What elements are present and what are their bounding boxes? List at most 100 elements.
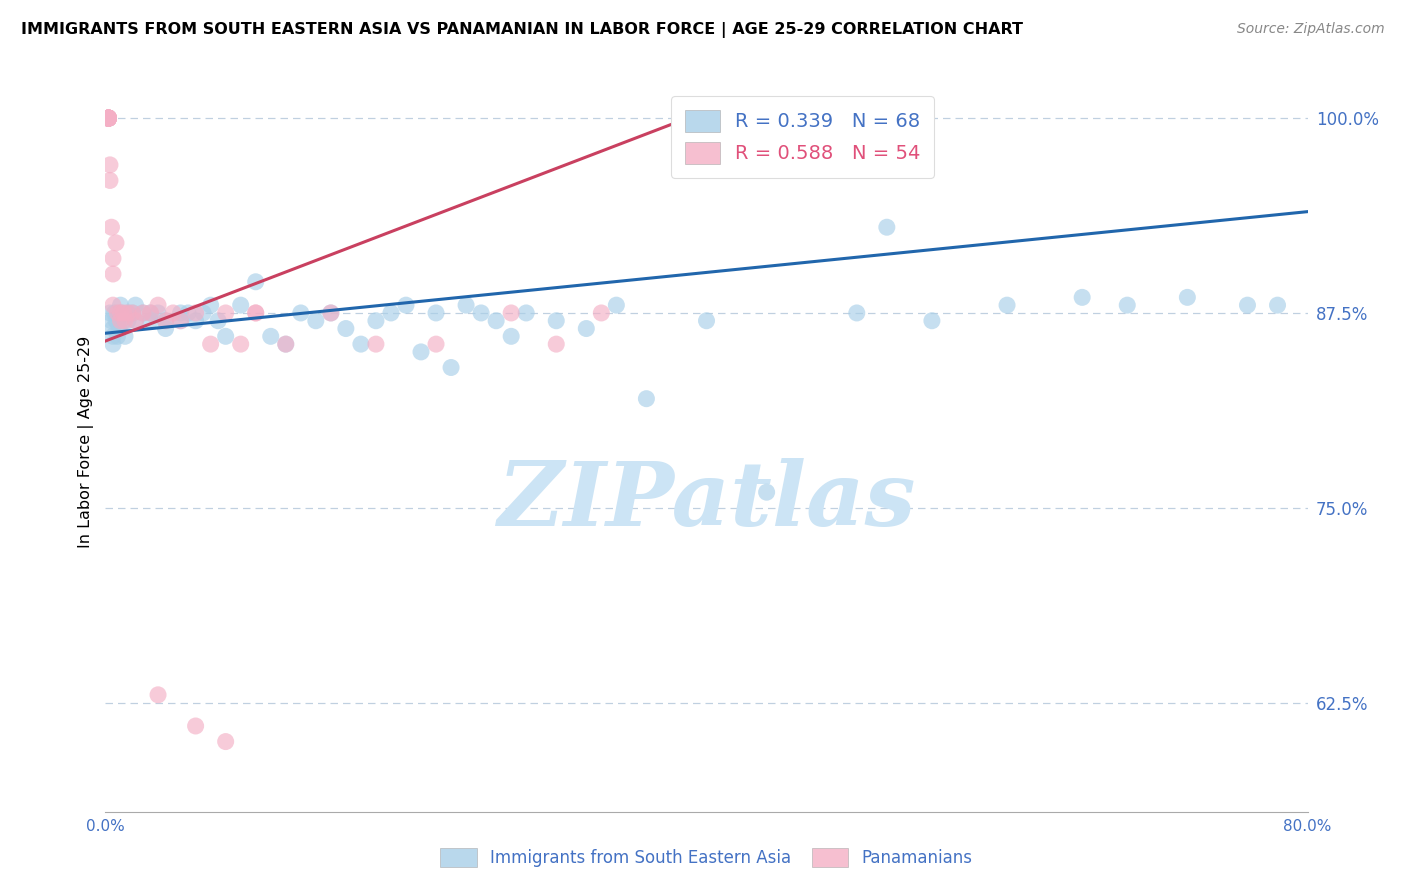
- Point: [169, 314, 191, 328]
- Point: [155, 314, 177, 328]
- Point: [97, 111, 120, 125]
- Point: [229, 298, 252, 312]
- Point: [605, 298, 627, 312]
- Point: [155, 314, 177, 328]
- Point: [110, 306, 132, 320]
- Point: [97, 111, 120, 125]
- Point: [97, 111, 120, 125]
- Point: [319, 306, 342, 320]
- Point: [207, 314, 229, 328]
- Point: [575, 321, 598, 335]
- Point: [184, 719, 207, 733]
- Point: [97, 111, 120, 125]
- Y-axis label: In Labor Force | Age 25-29: In Labor Force | Age 25-29: [79, 335, 94, 548]
- Point: [107, 306, 129, 320]
- Point: [1236, 298, 1258, 312]
- Point: [921, 314, 943, 328]
- Point: [162, 306, 184, 320]
- Point: [103, 306, 125, 320]
- Point: [290, 306, 312, 320]
- Point: [636, 392, 658, 406]
- Point: [117, 306, 139, 320]
- Point: [101, 337, 124, 351]
- Point: [214, 734, 236, 748]
- Point: [117, 314, 139, 328]
- Point: [124, 314, 146, 328]
- Point: [108, 321, 131, 335]
- Point: [184, 314, 207, 328]
- Point: [97, 111, 120, 125]
- Point: [696, 314, 718, 328]
- Point: [364, 337, 387, 351]
- Point: [177, 306, 200, 320]
- Point: [845, 306, 868, 320]
- Point: [350, 337, 373, 351]
- Point: [101, 267, 124, 281]
- Point: [245, 306, 267, 320]
- Point: [485, 314, 508, 328]
- Point: [501, 306, 523, 320]
- Point: [107, 314, 129, 328]
- Point: [155, 321, 177, 335]
- Point: [97, 111, 120, 125]
- Point: [409, 345, 432, 359]
- Point: [546, 314, 568, 328]
- Point: [454, 298, 477, 312]
- Point: [124, 298, 146, 312]
- Point: [274, 337, 297, 351]
- Point: [112, 314, 135, 328]
- Point: [110, 298, 132, 312]
- Point: [98, 306, 121, 320]
- Point: [146, 306, 169, 320]
- Point: [200, 298, 222, 312]
- Point: [97, 111, 120, 125]
- Point: [146, 688, 169, 702]
- Point: [101, 321, 124, 335]
- Point: [146, 298, 169, 312]
- Text: ZIPatlas: ZIPatlas: [498, 458, 915, 544]
- Point: [132, 306, 155, 320]
- Point: [114, 314, 136, 328]
- Point: [139, 314, 162, 328]
- Point: [97, 111, 120, 125]
- Point: [97, 111, 120, 125]
- Point: [245, 275, 267, 289]
- Point: [335, 321, 357, 335]
- Point: [124, 314, 146, 328]
- Point: [132, 306, 155, 320]
- Point: [101, 298, 124, 312]
- Point: [100, 220, 122, 235]
- Text: IMMIGRANTS FROM SOUTH EASTERN ASIA VS PANAMANIAN IN LABOR FORCE | AGE 25-29 CORR: IMMIGRANTS FROM SOUTH EASTERN ASIA VS PA…: [21, 22, 1024, 38]
- Point: [139, 306, 162, 320]
- Point: [139, 306, 162, 320]
- Point: [112, 306, 135, 320]
- Point: [117, 306, 139, 320]
- Point: [229, 337, 252, 351]
- Point: [214, 329, 236, 343]
- Point: [97, 111, 120, 125]
- Point: [440, 360, 463, 375]
- Legend: Immigrants from South Eastern Asia, Panamanians: Immigrants from South Eastern Asia, Pana…: [434, 841, 979, 874]
- Point: [97, 111, 120, 125]
- Point: [121, 306, 143, 320]
- Point: [191, 306, 214, 320]
- Point: [107, 329, 129, 343]
- Point: [97, 111, 120, 125]
- Text: Source: ZipAtlas.com: Source: ZipAtlas.com: [1237, 22, 1385, 37]
- Point: [169, 306, 191, 320]
- Point: [425, 306, 447, 320]
- Point: [110, 306, 132, 320]
- Point: [1071, 290, 1094, 304]
- Point: [169, 314, 191, 328]
- Point: [245, 306, 267, 320]
- Point: [214, 306, 236, 320]
- Point: [591, 306, 613, 320]
- Point: [470, 306, 492, 320]
- Point: [97, 111, 120, 125]
- Point: [260, 329, 283, 343]
- Point: [755, 485, 778, 500]
- Point: [319, 306, 342, 320]
- Point: [98, 158, 121, 172]
- Point: [380, 306, 402, 320]
- Point: [98, 173, 121, 187]
